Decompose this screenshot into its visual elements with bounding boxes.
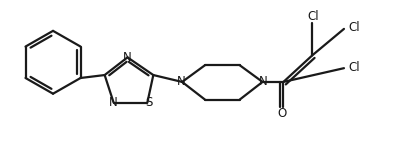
Text: O: O [278,107,287,120]
Text: S: S [146,96,153,109]
Text: N: N [109,96,118,109]
Text: N: N [259,75,268,88]
Text: N: N [177,75,185,88]
Text: Cl: Cl [348,21,360,34]
Text: N: N [123,51,132,64]
Text: Cl: Cl [307,10,319,23]
Text: Cl: Cl [348,61,360,74]
